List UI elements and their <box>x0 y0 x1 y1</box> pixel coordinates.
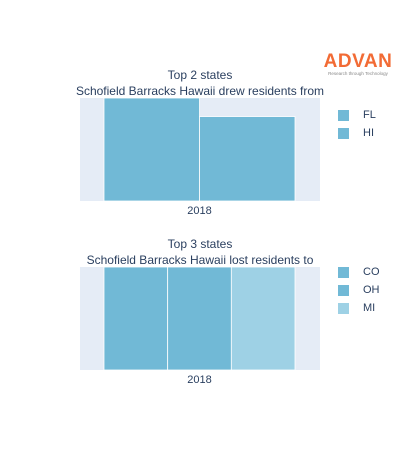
chart-2-x-tick-label: 2018 <box>187 374 211 386</box>
legend-label: CO <box>363 266 380 278</box>
chart-2-title: Top 3 states Schofield Barracks Hawaii l… <box>40 236 360 268</box>
chart-2-bar-co <box>103 266 169 371</box>
legend-label: HI <box>363 127 374 139</box>
chart-1-bar-fl <box>103 97 200 202</box>
chart-1-legend: FL HI <box>338 106 376 142</box>
chart-2-legend-item[interactable]: MI <box>338 299 380 317</box>
legend-swatch <box>338 266 349 278</box>
legend-swatch <box>338 109 349 121</box>
legend-label: FL <box>363 109 376 121</box>
legend-label: OH <box>363 284 380 296</box>
chart-1-title-line2: Schofield Barracks Hawaii drew residents… <box>75 84 325 98</box>
chart-1-legend-item[interactable]: HI <box>338 124 376 142</box>
chart-2-title-line1: Top 3 states <box>167 237 233 251</box>
legend-label: MI <box>363 302 376 314</box>
legend-swatch <box>338 284 349 296</box>
brand-name: ADVAN <box>323 51 393 72</box>
brand-logo: ADVAN Research through Technology <box>322 52 394 77</box>
chart-2-legend: CO OH MI <box>338 263 380 317</box>
chart-1-legend-item[interactable]: FL <box>338 106 376 124</box>
chart-2-legend-item[interactable]: CO <box>338 263 380 281</box>
chart-1-title: Top 2 states Schofield Barracks Hawaii d… <box>40 67 360 99</box>
chart-1-title-line1: Top 2 states <box>167 68 233 82</box>
brand-tagline: Research through Technology <box>328 71 388 76</box>
chart-1-x-tick-label: 2018 <box>187 205 211 217</box>
chart-2-legend-item[interactable]: OH <box>338 281 380 299</box>
legend-swatch <box>338 127 349 139</box>
chart-2-title-line2: Schofield Barracks Hawaii lost residents… <box>86 253 314 267</box>
chart-2-bar-mi <box>230 266 296 371</box>
legend-swatch <box>338 302 349 314</box>
chart-1-bar-hi <box>199 116 296 202</box>
chart-2-bar-oh <box>167 266 232 371</box>
